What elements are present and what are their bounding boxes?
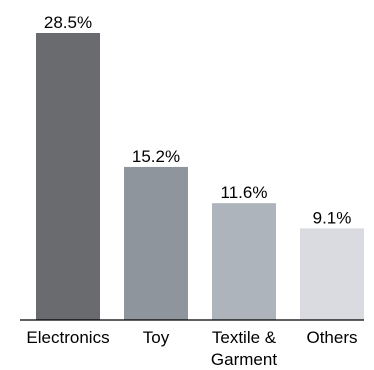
category-label-line: Toy	[143, 328, 170, 347]
category-label-line: Electronics	[26, 328, 109, 347]
category-labels-group: Electronics Toy Textile & Garment Others	[26, 328, 357, 369]
category-label-line: Others	[306, 328, 357, 347]
bar-others	[300, 228, 364, 320]
category-label-textile-and-garment: Textile & Garment	[211, 328, 277, 369]
category-label-line: Textile &	[212, 328, 277, 347]
bar-toy	[124, 166, 188, 320]
bars-group	[36, 33, 364, 320]
value-label-toy: 15.2%	[132, 147, 180, 166]
value-label-electronics: 28.5%	[44, 13, 92, 32]
category-label-others: Others	[306, 328, 357, 347]
bar-textile-and-garment	[212, 203, 276, 320]
category-label-line: Garment	[211, 350, 277, 369]
bar-electronics	[36, 33, 100, 320]
category-label-toy: Toy	[143, 328, 170, 347]
value-label-textile-and-garment: 11.6%	[221, 183, 268, 202]
value-labels-group: 28.5% 15.2% 11.6% 9.1%	[44, 13, 351, 227]
value-label-others: 9.1%	[313, 208, 352, 227]
category-label-electronics: Electronics	[26, 328, 109, 347]
